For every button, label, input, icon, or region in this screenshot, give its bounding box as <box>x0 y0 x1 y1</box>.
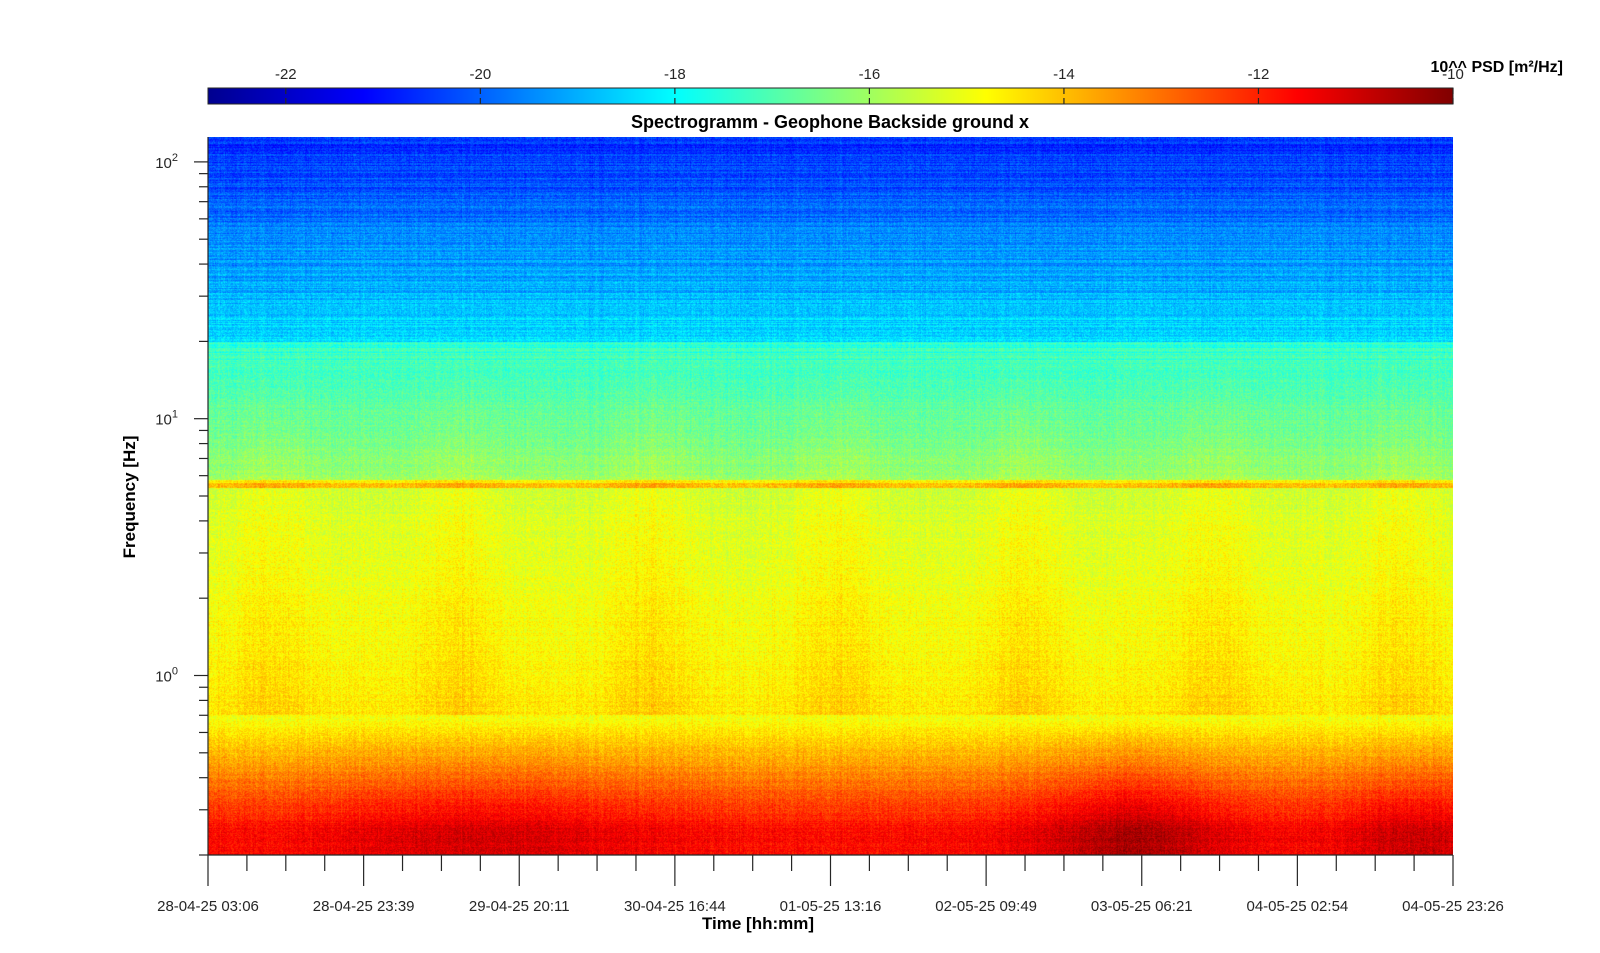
y-tick-label: 102 <box>155 152 178 172</box>
y-axis-ticks: 100 101 102 <box>155 152 208 856</box>
x-axis-title: Time [hh:mm] <box>702 914 814 933</box>
colorbar: -22 -20 -18 -16 -14 -12 -10 10^^ PSD [m²/Hz] <box>207 59 1563 105</box>
y-tick-label: 101 <box>155 409 178 429</box>
y-tick-label: 100 <box>155 666 178 686</box>
x-tick-label: 28-04-25 23:39 <box>313 898 415 915</box>
x-tick-label: 29-04-25 20:11 <box>469 898 570 915</box>
x-tick-label: 30-04-25 16:44 <box>624 898 726 915</box>
colorbar-tick-label: -14 <box>1053 66 1075 83</box>
colorbar-tick-label: -18 <box>664 66 686 83</box>
colorbar-tick-label: -12 <box>1248 66 1270 83</box>
colorbar-tick-label: -22 <box>275 66 297 83</box>
colorbar-ticks: -22 -20 -18 -16 -14 -12 -10 <box>275 66 1464 104</box>
colorbar-gradient <box>207 87 1454 105</box>
chart-title: Spectrogramm - Geophone Backside ground … <box>631 112 1029 132</box>
y-axis-title: Frequency [Hz] <box>120 436 139 559</box>
colorbar-tick-label: -10 <box>1442 66 1464 83</box>
colorbar-tick-label: -20 <box>470 66 492 83</box>
heatmap-canvas <box>208 137 1453 855</box>
x-tick-label: 28-04-25 03:06 <box>157 898 259 915</box>
x-axis-ticks: 28-04-25 03:06 28-04-25 23:39 29-04-25 20:… <box>157 855 1504 915</box>
x-tick-label: 01-05-25 13:16 <box>780 898 882 915</box>
x-tick-label: 04-05-25 23:26 <box>1402 898 1504 915</box>
x-tick-label: 04-05-25 02:54 <box>1247 898 1349 915</box>
spectrogram-heatmap <box>208 137 1453 855</box>
x-tick-label: 03-05-25 06:21 <box>1091 898 1193 915</box>
colorbar-label: 10^^ PSD [m²/Hz] <box>1431 59 1563 76</box>
colorbar-tick-label: -16 <box>859 66 881 83</box>
x-tick-label: 02-05-25 09:49 <box>935 898 1037 915</box>
